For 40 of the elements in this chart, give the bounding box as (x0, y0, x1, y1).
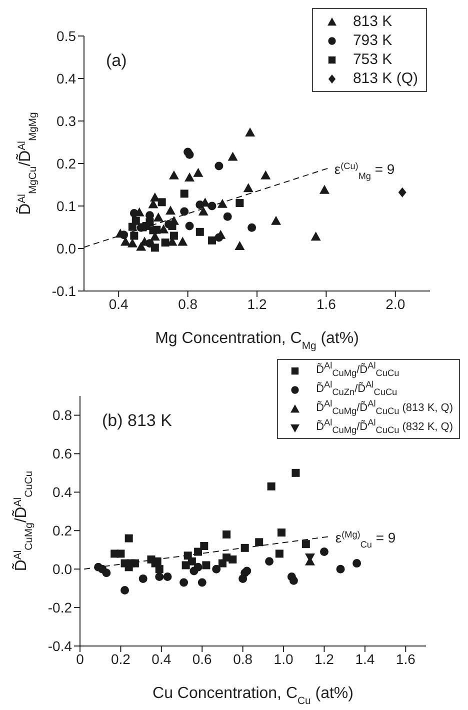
x-tick-label: 0.8 (178, 296, 198, 312)
legend-label: D̃$^{Al}$$_{CuMg}$/D̃$^{Al}$$_{CuCu}$ (813 K, Q) (316, 398, 453, 418)
x-tick-label: 1.6 (316, 296, 336, 312)
y-tick-label: -0.1 (52, 282, 76, 299)
x-tick-label: 1.4 (355, 650, 375, 667)
y-tick-label: 0.6 (52, 446, 72, 462)
annotation: ε$^{(Mg)}$$_{Cu}$ = 9 (335, 529, 396, 550)
y-tick-label: 0.8 (52, 407, 72, 424)
x-tick-label: 2.0 (386, 296, 406, 312)
x-tick-label: 0.6 (192, 650, 212, 667)
legend-label: 813 K (352, 12, 392, 31)
y-tick-label: -0.2 (48, 600, 72, 616)
x-axis-title: Mg Concentration, C$_{Mg}$ (at%) (155, 330, 359, 352)
x-tick-label: 0 (76, 650, 84, 667)
annotation: (b) 813 K (102, 411, 173, 430)
y-tick-label: 0.1 (56, 198, 76, 214)
legend-label: 793 K (352, 31, 392, 50)
annotation: ε$^{(Cu)}$$_{Mg}$ = 9 (334, 160, 395, 181)
y-tick-label: 0.2 (52, 522, 72, 539)
legend-label: 753 K (352, 50, 392, 69)
y-tick-label: -0.4 (48, 638, 72, 654)
x-tick-label: 0.4 (108, 296, 129, 312)
x-tick-label: 1.2 (314, 650, 334, 667)
x-tick-label: 1.0 (274, 650, 294, 667)
x-tick-label: 0.8 (233, 650, 253, 667)
x-tick-label: 0.2 (110, 650, 131, 667)
y-tick-label: 0.2 (56, 155, 76, 172)
x-tick-label: 1.6 (396, 650, 416, 667)
y-tick-label: 0.0 (56, 240, 76, 256)
legend-label: D̃$^{Al}$$_{CuMg}$/D̃$^{Al}$$_{CuCu}$ (832 K, Q) (316, 417, 453, 437)
y-tick-label: 0.0 (52, 561, 72, 578)
y-tick-label: 0.3 (56, 112, 76, 129)
annotation: (a) (106, 51, 127, 70)
x-axis-title: Cu Concentration, C$_{Cu}$ (at%) (152, 685, 354, 706)
x-tick-label: 0.4 (152, 650, 172, 667)
y-tick-label: 0.4 (56, 70, 76, 86)
y-tick-label: 0.5 (56, 28, 76, 44)
y-tick-label: 0.4 (52, 484, 72, 500)
legend-label: 813 K (Q) (352, 69, 418, 88)
x-tick-label: 1.2 (247, 296, 267, 312)
